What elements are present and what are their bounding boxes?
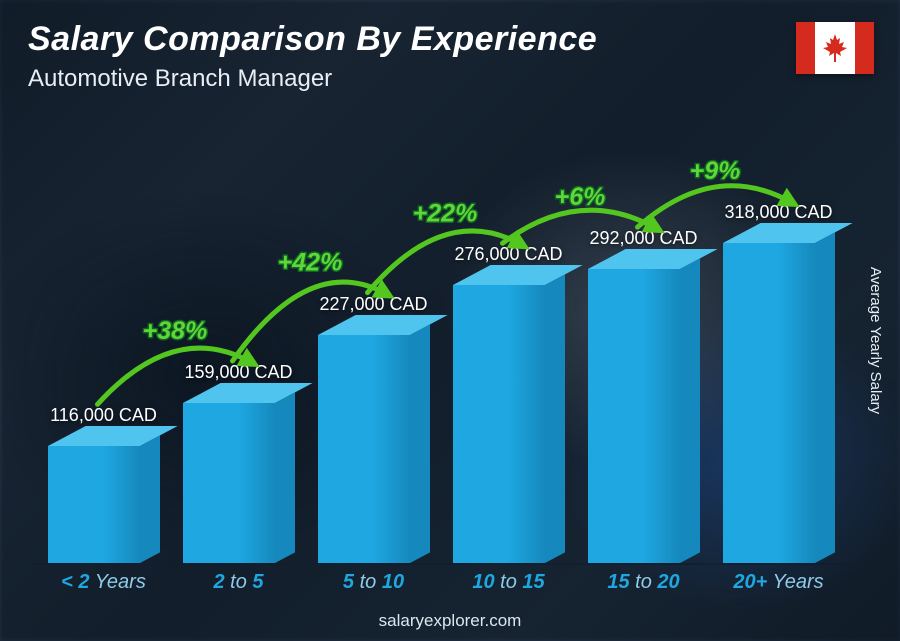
- category-label: 15 to 20: [576, 571, 711, 601]
- category-label: < 2 Years: [36, 571, 171, 601]
- country-flag: [796, 22, 874, 74]
- bar-column: 159,000 CAD: [171, 362, 306, 563]
- bar-value-label: 227,000 CAD: [319, 294, 427, 315]
- bar-chart: 116,000 CAD 159,000 CAD 227,000 CAD 276,000…: [36, 120, 846, 563]
- bar-column: 292,000 CAD: [576, 228, 711, 563]
- bar-value-label: 276,000 CAD: [454, 244, 562, 265]
- flag-band-right: [855, 22, 874, 74]
- bar: [318, 325, 430, 563]
- bar-value-label: 159,000 CAD: [184, 362, 292, 383]
- bar-value-label: 116,000 CAD: [50, 405, 157, 426]
- title-block: Salary Comparison By Experience Automoti…: [28, 20, 597, 93]
- page-subtitle: Automotive Branch Manager: [28, 65, 597, 93]
- chart-baseline: [30, 563, 852, 565]
- category-axis: < 2 Years2 to 55 to 1010 to 1515 to 2020…: [36, 571, 846, 601]
- bar: [588, 259, 700, 563]
- bar-column: 227,000 CAD: [306, 294, 441, 563]
- bar-column: 318,000 CAD: [711, 202, 846, 563]
- flag-center: [815, 22, 855, 74]
- page-title: Salary Comparison By Experience: [28, 20, 597, 59]
- maple-leaf-icon: [823, 34, 847, 62]
- bar-column: 276,000 CAD: [441, 244, 576, 563]
- infographic-stage: Salary Comparison By Experience Automoti…: [0, 0, 900, 641]
- bar: [183, 393, 295, 563]
- bar: [453, 275, 565, 563]
- category-label: 20+ Years: [711, 571, 846, 601]
- category-label: 5 to 10: [306, 571, 441, 601]
- site-credit: salaryexplorer.com: [0, 611, 900, 631]
- bar: [48, 436, 160, 563]
- bar-column: 116,000 CAD: [36, 405, 171, 563]
- flag-band-left: [796, 22, 815, 74]
- category-label: 10 to 15: [441, 571, 576, 601]
- y-axis-label: Average Yearly Salary: [864, 180, 888, 501]
- bar-value-label: 292,000 CAD: [589, 228, 697, 249]
- bar: [723, 233, 835, 563]
- bar-value-label: 318,000 CAD: [724, 202, 832, 223]
- category-label: 2 to 5: [171, 571, 306, 601]
